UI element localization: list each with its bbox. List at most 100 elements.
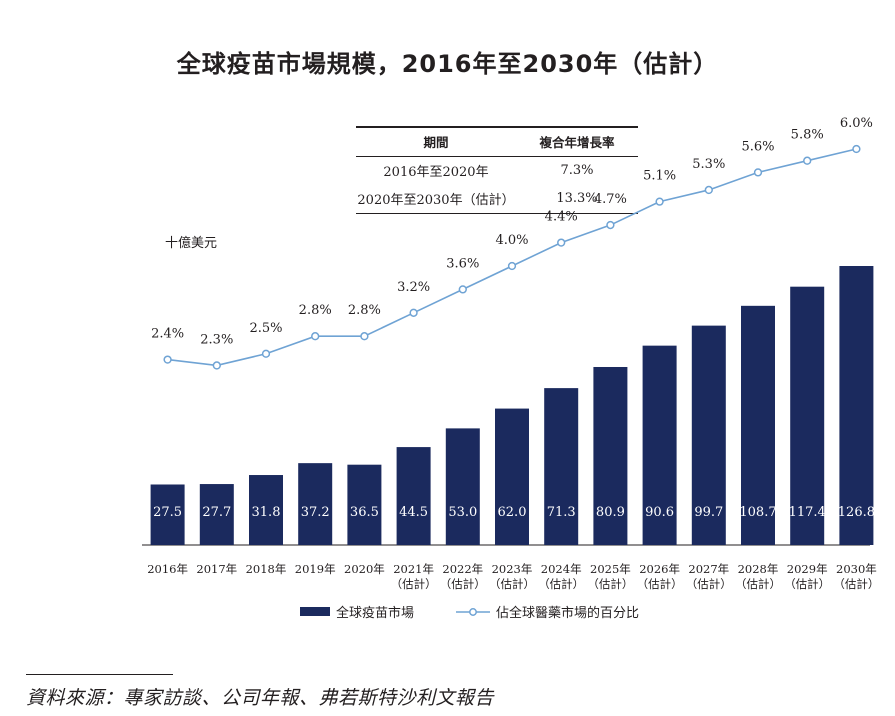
x-tick-label: 2027年	[688, 562, 729, 576]
percent-label: 5.1%	[643, 169, 676, 184]
legend-item-line: 佔全球醫藥市場的百分比	[456, 602, 639, 621]
percent-label: 2.5%	[249, 321, 282, 336]
bar	[396, 447, 431, 545]
bar	[741, 305, 775, 545]
percent-point	[458, 285, 467, 294]
percent-point	[655, 197, 664, 206]
legend-line-swatch	[456, 607, 491, 616]
x-tick-label: 2023年	[492, 562, 533, 576]
bar-value-label: 62.0	[498, 505, 527, 520]
legend: 全球疫苗市場 佔全球醫藥市場的百分比	[300, 602, 639, 621]
bar	[691, 325, 726, 545]
percent-label: 5.6%	[741, 139, 774, 154]
x-tick-label: 2017年	[196, 562, 237, 576]
percent-point	[261, 349, 271, 358]
bar-value-label: 99.7	[694, 505, 723, 520]
percent-point	[852, 144, 861, 154]
bar-value-label: 90.6	[645, 505, 674, 520]
row-period: 2020年至2030年（估計）	[357, 193, 515, 208]
unit-label: 十億美元	[165, 236, 218, 251]
table-row: 2020年至2030年（估計） 13.3%	[356, 185, 638, 213]
bar-value-label: 27.7	[202, 505, 231, 520]
percent-label: 5.8%	[791, 128, 824, 143]
chart-title: 全球疫苗市場規模，2016年至2030年（估計）	[176, 50, 719, 78]
percent-point	[212, 361, 221, 370]
percent-label: 2.8%	[299, 303, 332, 318]
x-tick-sublabel: （估計）	[686, 577, 732, 591]
x-tick-label: 2030年	[836, 562, 877, 576]
x-tick-label: 2018年	[246, 562, 287, 576]
percent-point	[311, 332, 320, 341]
bar-value-label: 80.9	[596, 505, 625, 520]
x-tick-sublabel: （估計）	[735, 577, 781, 591]
bar-value-label: 44.5	[399, 505, 428, 520]
x-tick-sublabel: （估計）	[489, 577, 535, 591]
bar-value-label: 126.8	[838, 505, 875, 520]
bar-value-label: 27.5	[153, 505, 182, 520]
bar	[544, 388, 579, 545]
percent-label: 3.2%	[397, 280, 430, 295]
x-tick-label: 2029年	[787, 562, 828, 576]
bar	[150, 484, 185, 545]
x-tick-label: 2020年	[344, 562, 385, 576]
bar	[642, 345, 677, 545]
x-tick-label: 2016年	[147, 562, 188, 576]
percent-label: 4.7%	[594, 192, 627, 207]
bar	[839, 266, 874, 545]
x-tick-label: 2028年	[738, 562, 779, 576]
bar	[593, 366, 628, 545]
bar	[199, 484, 234, 545]
x-tick-sublabel: （估計）	[587, 577, 633, 591]
bar	[298, 463, 333, 545]
percent-label: 3.6%	[446, 256, 479, 271]
bar	[249, 475, 283, 545]
table-header-row: 期間 複合年增長率	[356, 128, 638, 156]
source-rule	[26, 674, 173, 675]
x-tick-sublabel: （估計）	[440, 577, 486, 591]
bar	[445, 428, 480, 545]
percent-point	[409, 308, 418, 317]
bar-value-label: 31.8	[252, 505, 281, 520]
bar-value-label: 53.0	[448, 505, 477, 520]
percent-label: 5.3%	[692, 157, 725, 172]
bar	[790, 286, 825, 545]
bar-value-label: 117.4	[789, 505, 826, 520]
x-tick-sublabel: （估計）	[391, 577, 437, 591]
percent-label: 6.0%	[840, 116, 873, 131]
legend-bar-swatch	[300, 607, 330, 616]
bar	[495, 408, 529, 545]
x-tick-label: 2019年	[295, 562, 336, 576]
percent-point	[803, 156, 812, 165]
x-tick-sublabel: （估計）	[538, 577, 584, 591]
cagr-table: 期間 複合年增長率 2016年至2020年 7.3% 2020年至2030年（估…	[356, 126, 638, 214]
source-note: 資料來源：專家訪談、公司年報、弗若斯特沙利文報告	[26, 687, 495, 709]
x-tick-label: 2026年	[639, 562, 680, 576]
percent-label: 2.4%	[151, 327, 184, 342]
bar-value-label: 36.5	[350, 505, 379, 520]
bar-value-label: 71.3	[547, 505, 576, 520]
x-tick-sublabel: （估計）	[637, 577, 683, 591]
percent-label: 4.0%	[495, 233, 528, 248]
percent-point	[704, 185, 713, 195]
header-period: 期間	[423, 135, 449, 150]
percent-point	[753, 168, 763, 177]
table-row: 2016年至2020年 7.3%	[356, 157, 638, 185]
legend-bar-label: 全球疫苗市場	[336, 606, 415, 621]
header-cagr: 複合年增長率	[539, 135, 615, 150]
table-top-rule	[356, 126, 638, 128]
row-period: 2016年至2020年	[383, 165, 489, 180]
chart-canvas: 27.5 27.7 31.8 37.2 36.5 44.5 53.0 62.0 71.3 80.9…	[142, 116, 879, 591]
x-tick-label: 2022年	[442, 562, 483, 576]
percent-point	[557, 238, 566, 247]
x-tick-label: 2024年	[541, 562, 582, 576]
bar-value-label: 37.2	[301, 505, 330, 520]
table-bottom-rule	[356, 212, 638, 214]
legend-line-label: 佔全球醫藥市場的百分比	[496, 606, 640, 621]
percent-point	[606, 220, 615, 230]
x-tick-sublabel: （估計）	[784, 577, 830, 591]
percent-point	[163, 355, 172, 364]
percent-point	[507, 261, 517, 271]
bar-value-label: 108.7	[739, 505, 776, 520]
percent-point	[360, 332, 369, 341]
row-cagr: 7.3%	[560, 163, 594, 178]
